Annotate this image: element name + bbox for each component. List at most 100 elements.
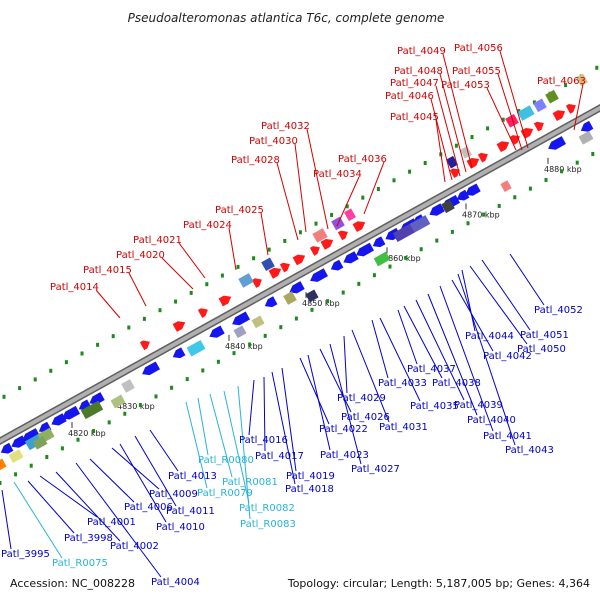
- label-leader-line: [276, 162, 299, 241]
- reverse-gene-arrow: [172, 347, 186, 359]
- gene-label: Patl_4019: [286, 471, 335, 482]
- tick-mark: [201, 368, 205, 373]
- gene-label: Patl_4011: [166, 506, 215, 517]
- gene-label: Patl_R0079: [197, 488, 253, 499]
- tick-mark: [220, 273, 224, 278]
- label-leader-line: [13, 481, 63, 559]
- forward-gene-arrow: [509, 135, 520, 145]
- gene-label: Patl_R0083: [240, 519, 296, 530]
- gene-label: Patl_4022: [319, 424, 368, 435]
- tick-mark: [18, 386, 22, 391]
- gene-label: Patl_4053: [441, 80, 490, 91]
- feature-block: [80, 400, 104, 420]
- tick-mark: [142, 316, 146, 321]
- gene-label: Patl_R0075: [52, 558, 108, 569]
- forward-gene-arrow: [449, 168, 460, 178]
- tick-mark: [595, 65, 599, 70]
- gene-label: Patl_4043: [505, 445, 554, 456]
- label-leader-line: [343, 335, 348, 394]
- tick-mark: [404, 255, 408, 260]
- gene-label: Patl_4036: [338, 154, 387, 165]
- label-leader-line: [430, 98, 453, 181]
- label-leader-line: [27, 480, 75, 534]
- reverse-gene-arrow: [0, 442, 14, 454]
- tick-mark: [123, 411, 127, 416]
- tick-mark: [252, 256, 256, 261]
- label-leader-line: [281, 367, 297, 472]
- tick-mark: [263, 333, 267, 338]
- forward-gene-arrow: [533, 121, 544, 132]
- gene-label: Patl_4013: [168, 471, 217, 482]
- forward-gene-arrow: [337, 230, 348, 241]
- gene-label: Patl_4009: [149, 489, 198, 500]
- tick-mark: [76, 437, 80, 442]
- feature-block: [392, 223, 416, 243]
- label-leader-line: [379, 317, 421, 402]
- reverse-gene-arrow: [580, 120, 594, 132]
- tick-mark: [80, 351, 84, 356]
- tick-mark: [528, 186, 532, 191]
- gene-label: Patl_4040: [467, 415, 516, 426]
- reverse-gene-arrow: [62, 405, 80, 420]
- tick-mark: [138, 403, 142, 408]
- forward-gene-arrow: [292, 254, 306, 266]
- label-leader-line: [469, 265, 528, 345]
- forward-gene-arrow: [279, 262, 290, 273]
- gene-label: Patl_4020: [116, 250, 165, 261]
- reverse-gene-arrow: [11, 435, 27, 448]
- gene-label: Patl_4016: [239, 435, 288, 446]
- tick-mark: [232, 351, 236, 356]
- tick-mark: [174, 299, 178, 304]
- gene-label: Patl_4025: [215, 205, 264, 216]
- label-leader-line: [457, 273, 516, 446]
- reverse-gene-arrow: [142, 361, 160, 376]
- gene-label: Patl_4029: [337, 393, 386, 404]
- tick-mark: [279, 325, 283, 330]
- forward-gene-arrow: [139, 340, 150, 351]
- gene-label: Patl_4010: [156, 522, 205, 533]
- tick-mark: [591, 151, 595, 156]
- gene-label: Patl_4045: [390, 112, 439, 123]
- feature-block: [517, 105, 535, 121]
- gene-label: Patl_4018: [285, 484, 334, 495]
- gene-label: Patl_4047: [390, 78, 439, 89]
- label-leader-line: [573, 83, 584, 131]
- feature-block: [344, 208, 356, 222]
- tick-mark: [361, 195, 365, 200]
- feature-block: [8, 449, 24, 463]
- tick-mark: [419, 247, 423, 252]
- gene-label: Patl_4023: [320, 450, 369, 461]
- label-leader-line: [363, 161, 385, 215]
- label-leader-line: [228, 227, 237, 271]
- gene-label: Patl_4030: [249, 136, 298, 147]
- label-leader-line: [260, 212, 269, 256]
- tick-mark: [216, 359, 220, 364]
- gene-label: Patl_4021: [133, 235, 182, 246]
- gene-label: Patl_4017: [255, 451, 304, 462]
- tick-mark: [501, 117, 505, 122]
- tick-mark: [564, 83, 568, 88]
- label-leader-line: [435, 85, 461, 177]
- forward-gene-arrow: [251, 278, 262, 288]
- tick-mark: [49, 368, 53, 373]
- gene-label: Patl_4063: [537, 76, 586, 87]
- tick-mark: [454, 143, 458, 148]
- gene-label: Patl_4028: [231, 155, 280, 166]
- label-leader-line: [197, 397, 209, 456]
- feature-block: [533, 98, 547, 113]
- feature-block: [578, 130, 594, 145]
- tick-mark: [189, 290, 193, 295]
- label-leader-line: [351, 329, 390, 423]
- gene-label: Patl_4041: [483, 431, 532, 442]
- gene-label: Patl_4002: [110, 541, 159, 552]
- map-title: Pseudoalteromonas atlantica T6c, complet…: [128, 11, 445, 25]
- tick-mark: [544, 177, 548, 182]
- tick-mark: [372, 273, 376, 278]
- tick-mark: [517, 109, 521, 114]
- tick-mark: [314, 221, 318, 226]
- label-leader-line: [499, 50, 529, 149]
- tick-mark: [107, 420, 111, 425]
- reverse-gene-arrow: [89, 392, 105, 405]
- tick-mark: [408, 169, 412, 174]
